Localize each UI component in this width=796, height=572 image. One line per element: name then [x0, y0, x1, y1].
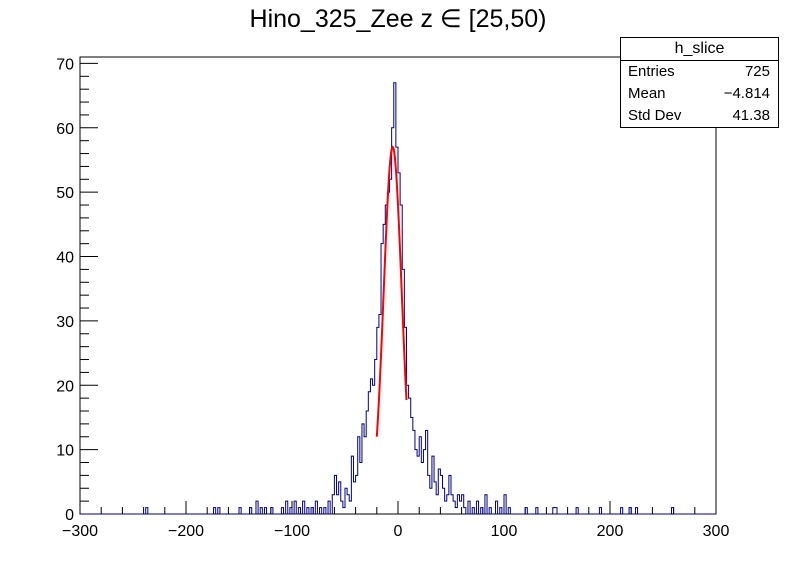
stats-label: Entries — [628, 63, 675, 80]
x-tick-label: −300 — [62, 523, 98, 540]
y-tick-label: 20 — [56, 378, 74, 395]
stats-row-mean: Mean −4.814 — [621, 83, 778, 105]
stats-box: h_slice Entries 725 Mean −4.814 Std Dev … — [620, 37, 779, 128]
gaussian-fit-curve — [375, 145, 408, 437]
chart-title: Hino_325_Zee z ∈ [25,50) — [249, 5, 547, 33]
x-tick-label: 200 — [597, 523, 624, 540]
x-tick-label: 100 — [491, 523, 518, 540]
y-tick-label: 30 — [56, 314, 74, 331]
y-tick-label: 70 — [56, 56, 74, 73]
stats-box-title: h_slice — [621, 38, 778, 61]
stats-row-entries: Entries 725 — [621, 61, 778, 83]
y-tick-label: 50 — [56, 185, 74, 202]
stats-row-stddev: Std Dev 41.38 — [621, 105, 778, 127]
axis-ticks — [79, 62, 717, 515]
stats-value: −4.814 — [723, 85, 770, 102]
stats-value: 725 — [744, 63, 770, 80]
y-tick-label: 10 — [56, 443, 74, 460]
y-tick-label: 0 — [65, 507, 74, 524]
x-tick-label: 0 — [394, 523, 403, 540]
y-tick-label: 60 — [56, 121, 74, 138]
x-tick-label: −100 — [274, 523, 310, 540]
stats-value: 41.38 — [732, 107, 770, 124]
y-tick-label: 40 — [56, 250, 74, 267]
axis-tick-labels: −300 −200 −100 0 100 200 300 0 10 20 30 40 50 60 70 — [56, 56, 729, 540]
x-tick-label: 300 — [703, 523, 730, 540]
stats-label: Std Dev — [628, 107, 682, 124]
histogram-series — [80, 82, 716, 515]
stats-label: Mean — [628, 85, 666, 102]
x-tick-label: −200 — [168, 523, 204, 540]
